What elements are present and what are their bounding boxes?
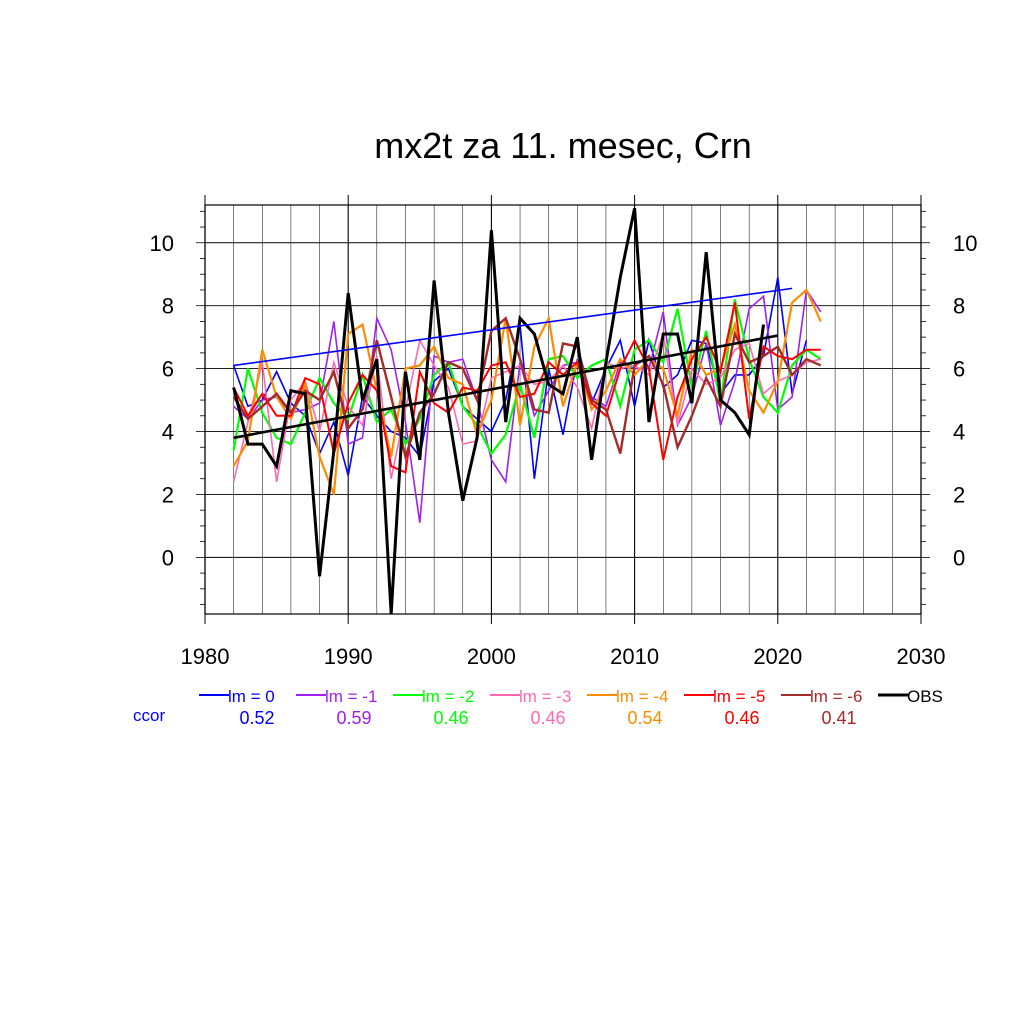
- y-tick-label-left: 0: [162, 545, 174, 570]
- x-tick-label: 2000: [467, 644, 516, 669]
- legend-label: lm = -1: [325, 687, 377, 706]
- legend-label: lm = -5: [713, 687, 765, 706]
- legend-label: lm = -6: [810, 687, 862, 706]
- legend-ccor-value: 0.59: [336, 708, 371, 728]
- legend-ccor-value: 0.41: [821, 708, 856, 728]
- y-tick-label-right: 6: [953, 357, 965, 382]
- y-tick-label-left: 4: [162, 420, 174, 445]
- series-lines: [232, 207, 822, 615]
- ccor-label: ccor: [133, 706, 165, 725]
- series-line-2: [232, 299, 822, 456]
- y-tick-label-right: 4: [953, 420, 965, 445]
- y-tick-label-left: 2: [162, 482, 174, 507]
- series-line-6: [232, 316, 822, 462]
- trend-line-1: [233, 334, 779, 440]
- y-tick-label-right: 8: [953, 294, 965, 319]
- y-tick-label-left: 8: [162, 294, 174, 319]
- x-tick-label: 2030: [897, 644, 946, 669]
- legend-ccor-value: 0.46: [433, 708, 468, 728]
- legend: ccor lm = 0 0.52 lm = -1 0.59 lm = -2 0.46 lm =…: [133, 687, 943, 728]
- x-tick-label: 1990: [324, 644, 373, 669]
- axes: 1980 1990 2000 2010 2020 2030 0 0 2 2 4 4 6 6 8 8 10 10: [150, 195, 977, 669]
- x-tick-label: 2010: [610, 644, 659, 669]
- legend-ccor-value: 0.46: [530, 708, 565, 728]
- legend-label: lm = -2: [422, 687, 474, 706]
- y-tick-label-left: 6: [162, 357, 174, 382]
- legend-label: OBS: [907, 687, 943, 706]
- legend-ccor-value: 0.52: [239, 708, 274, 728]
- chart-title: mx2t za 11. mesec, Crn: [374, 125, 751, 166]
- grid: [204, 205, 922, 614]
- trend-line-0: [233, 287, 793, 367]
- series-line-5: [232, 302, 821, 474]
- legend-label: lm = 0: [228, 687, 275, 706]
- y-tick-label-left: 10: [150, 231, 174, 256]
- series-line-7: [232, 207, 765, 615]
- legend-label: lm = -3: [519, 687, 571, 706]
- y-tick-label-right: 0: [953, 545, 965, 570]
- y-tick-label-right: 10: [953, 231, 977, 256]
- x-tick-label: 1980: [181, 644, 230, 669]
- legend-label: lm = -4: [616, 687, 668, 706]
- plot-frame: [204, 204, 922, 615]
- x-tick-label: 2020: [753, 644, 802, 669]
- legend-ccor-value: 0.46: [724, 708, 759, 728]
- y-tick-label-right: 2: [953, 482, 965, 507]
- legend-ccor-value: 0.54: [627, 708, 662, 728]
